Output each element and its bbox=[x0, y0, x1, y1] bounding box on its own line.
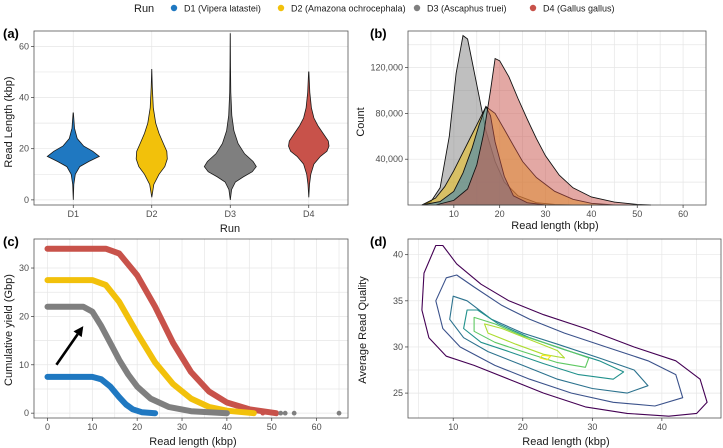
density-area-d4 bbox=[435, 57, 652, 206]
panel-a-x-tick-label: D4 bbox=[303, 209, 315, 219]
panel-d-y-tick-label: 40 bbox=[393, 250, 403, 260]
contour-level-2 bbox=[435, 274, 684, 407]
legend-label-d4: D4 (Gallus gallus) bbox=[543, 4, 615, 14]
panel-c-x-tick-label: 30 bbox=[177, 422, 187, 432]
panel-c-x-tick-label: 60 bbox=[312, 422, 322, 432]
panel-c-y-tick-label: 20 bbox=[19, 311, 29, 321]
panel-a-y-tick-label: 60 bbox=[19, 41, 29, 51]
panel-b-x-axis-title: Read length (kbp) bbox=[511, 220, 598, 232]
panel-a-y-axis-title: Read Length (kbp) bbox=[3, 76, 15, 167]
panel-a-x-tick-label: D3 bbox=[224, 209, 236, 219]
panel-a-y-tick-label: 20 bbox=[19, 144, 29, 154]
panel-a-y-tick-label: 40 bbox=[19, 93, 29, 103]
annotation-arrow-shaft bbox=[55, 333, 79, 366]
panel-a-x-tick-label: D1 bbox=[67, 209, 79, 219]
legend-label-d1: D1 (Vipera latastei) bbox=[184, 4, 261, 14]
panel-label-d: (d) bbox=[370, 234, 387, 249]
panel-label-a: (a) bbox=[3, 26, 19, 41]
panel-b-x-tick-label: 60 bbox=[678, 209, 688, 219]
panel-a-y-tick-label: 0 bbox=[24, 195, 29, 205]
legend-item-d4: D4 (Gallus gallus) bbox=[529, 4, 615, 14]
panel-c-x-tick-label: 0 bbox=[45, 422, 50, 432]
contour-level-5 bbox=[473, 316, 590, 368]
yield-line-d2 bbox=[44, 277, 257, 417]
panel-a-violin-chart: D1 D2 D3 D4 0 20 40 60 bbox=[19, 30, 349, 219]
legend: Run D1 (Vipera latastei) D2 (Amazona och… bbox=[134, 3, 615, 15]
panel-a-x-tick-label: D2 bbox=[146, 209, 158, 219]
panel-d-x-tick-label: 30 bbox=[587, 422, 597, 432]
legend-label-d3: D3 (Ascaphus truei) bbox=[427, 4, 507, 14]
violin-d1 bbox=[46, 112, 101, 200]
panel-b-x-tick-label: 10 bbox=[449, 209, 459, 219]
legend-item-d2: D2 (Amazona ochrocephala) bbox=[277, 4, 406, 14]
panel-d-y-axis-title: Average Read Quality bbox=[357, 276, 369, 384]
violin-d2 bbox=[135, 69, 168, 198]
outlier-point-d3 bbox=[336, 410, 342, 416]
panel-c-x-axis-title: Read length (kbp) bbox=[149, 436, 236, 448]
contour-level-1 bbox=[421, 244, 708, 417]
outlier-point-d4 bbox=[269, 410, 275, 416]
contour-level-4 bbox=[463, 309, 625, 380]
panel-b-y-axis-title: Count bbox=[355, 107, 367, 136]
panel-c-frame bbox=[33, 238, 349, 419]
legend-item-d1: D1 (Vipera latastei) bbox=[170, 4, 261, 14]
violin-d4 bbox=[288, 71, 330, 198]
panel-c-x-tick-label: 40 bbox=[222, 422, 232, 432]
legend-item-d3: D3 (Ascaphus truei) bbox=[413, 4, 507, 14]
panel-b-y-tick-label: 80,000 bbox=[375, 108, 403, 118]
legend-title: Run bbox=[134, 3, 154, 15]
panel-b-area-chart: 10 20 30 40 50 60 40,000 80,000 120,000 bbox=[370, 30, 707, 219]
annotation-arrow-head bbox=[73, 326, 84, 338]
panel-c-x-tick-label: 20 bbox=[132, 422, 142, 432]
panel-label-c: (c) bbox=[3, 234, 19, 249]
panel-b-x-tick-label: 40 bbox=[586, 209, 596, 219]
panel-b-y-tick-label: 40,000 bbox=[375, 154, 403, 164]
legend-key-d2 bbox=[277, 4, 285, 12]
panel-b-frame bbox=[407, 30, 707, 206]
panel-a-x-axis-title: Run bbox=[220, 223, 240, 235]
violin-d3 bbox=[203, 33, 257, 200]
panel-c-line-chart: 0 10 20 30 40 50 60 0 10 20 30 bbox=[19, 238, 349, 432]
legend-label-d2: D2 (Amazona ochrocephala) bbox=[291, 4, 406, 14]
panel-label-b: (b) bbox=[370, 26, 387, 41]
legend-key-d4 bbox=[529, 4, 537, 12]
yield-line-d3 bbox=[44, 303, 230, 417]
outlier-point-d3 bbox=[282, 410, 288, 416]
contour-level-3 bbox=[449, 295, 649, 394]
panel-c-x-tick-label: 50 bbox=[267, 422, 277, 432]
yield-line-d1 bbox=[44, 373, 159, 417]
contour-level-7 bbox=[539, 354, 552, 361]
panel-d-x-tick-label: 20 bbox=[518, 422, 528, 432]
panel-d-y-tick-label: 35 bbox=[393, 296, 403, 306]
legend-key-d3 bbox=[413, 4, 421, 12]
panel-d-contour-chart: 10 20 30 40 25 30 35 40 bbox=[393, 238, 722, 432]
yield-line-d4 bbox=[44, 245, 280, 417]
panel-b-y-tick-label: 120,000 bbox=[370, 63, 403, 73]
panel-c-y-tick-label: 0 bbox=[24, 408, 29, 418]
panel-c-y-tick-label: 10 bbox=[19, 360, 29, 370]
panel-d-x-tick-label: 40 bbox=[657, 422, 667, 432]
outlier-point-d3 bbox=[291, 410, 297, 416]
outlier-point-d4 bbox=[260, 410, 266, 416]
panel-c-y-axis-title: Cumulative yield (Gbp) bbox=[3, 274, 15, 386]
panel-d-y-tick-label: 25 bbox=[393, 388, 403, 398]
outlier-point-d3 bbox=[278, 410, 284, 416]
panel-c-y-tick-label: 30 bbox=[19, 263, 29, 273]
legend-key-d1 bbox=[170, 4, 178, 12]
panel-d-frame bbox=[407, 238, 722, 419]
contour-level-6 bbox=[483, 323, 566, 359]
panel-c-x-tick-label: 10 bbox=[87, 422, 97, 432]
panel-b-x-tick-label: 30 bbox=[541, 209, 551, 219]
panel-b-x-tick-label: 20 bbox=[495, 209, 505, 219]
panel-b-x-tick-label: 50 bbox=[632, 209, 642, 219]
panel-d-x-tick-label: 10 bbox=[448, 422, 458, 432]
panel-d-y-tick-label: 30 bbox=[393, 342, 403, 352]
panel-d-x-axis-title: Read length (kbp) bbox=[522, 436, 609, 448]
panel-a-frame bbox=[33, 30, 349, 206]
